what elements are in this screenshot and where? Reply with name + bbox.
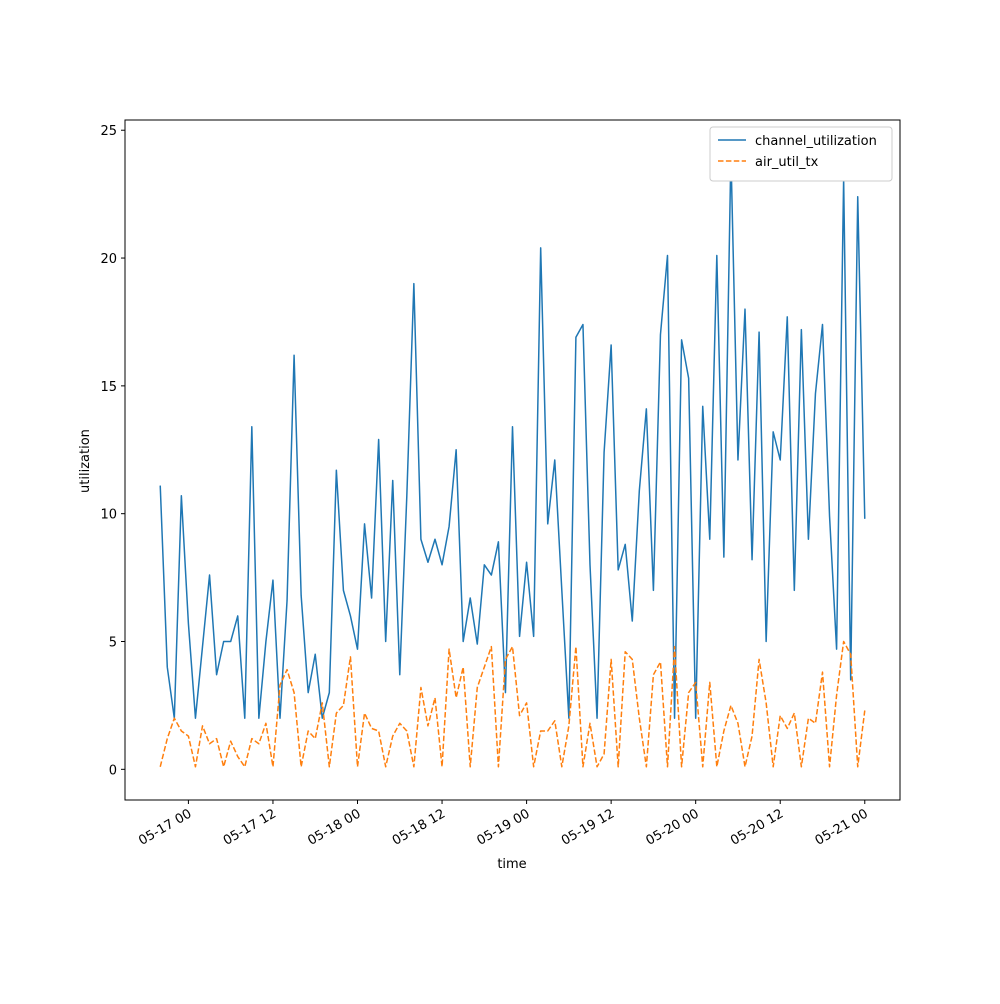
- data-line: [159, 640, 866, 768]
- plot-frame: [124, 119, 901, 801]
- x-axis-label: time: [497, 857, 526, 872]
- y-tick-label: 5: [109, 636, 117, 651]
- y-tick-label: 25: [100, 124, 117, 139]
- y-tick-label: 0: [109, 763, 117, 778]
- legend-label: air_util_tx: [755, 155, 819, 170]
- y-tick-label: 15: [100, 380, 117, 395]
- y-tick-label: 10: [100, 508, 117, 523]
- legend-box: [709, 126, 893, 182]
- y-axis-label: utilization: [78, 429, 93, 493]
- legend-label: channel_utilization: [755, 134, 877, 149]
- data-line: [159, 152, 866, 719]
- y-tick-label: 20: [100, 252, 117, 267]
